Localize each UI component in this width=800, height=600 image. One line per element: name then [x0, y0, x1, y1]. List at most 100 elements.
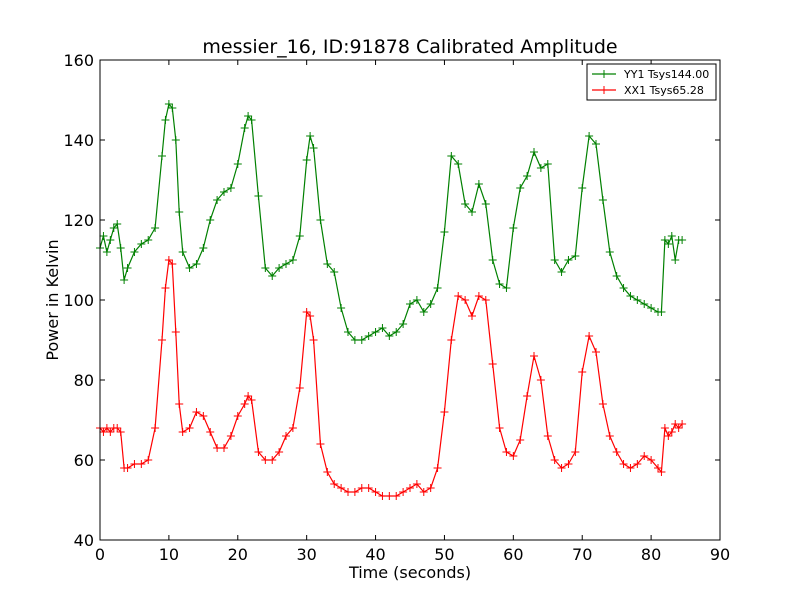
data-point: [640, 452, 649, 460]
data-point: [130, 460, 139, 468]
data-point: [261, 264, 270, 272]
data-point: [116, 244, 125, 252]
data-point: [316, 216, 325, 224]
data-point: [509, 224, 518, 232]
data-point: [619, 460, 628, 468]
data-point: [433, 464, 442, 472]
data-point: [106, 428, 115, 436]
data-point: [226, 184, 235, 192]
data-point: [598, 400, 607, 408]
data-point: [474, 292, 483, 300]
data-point: [244, 112, 253, 120]
data-point: [647, 456, 656, 464]
legend-label: XX1 Tsys65.28: [624, 84, 704, 97]
data-point: [392, 492, 401, 500]
data-point: [461, 296, 470, 304]
data-point: [220, 444, 228, 452]
data-point: [378, 324, 387, 332]
data-point: [164, 256, 173, 264]
data-point: [151, 224, 160, 232]
data-point: [282, 260, 290, 268]
data-point: [385, 332, 394, 340]
data-point: [261, 456, 270, 464]
data-point: [288, 424, 297, 432]
chart-title: messier_16, ID:91878 Calibrated Amplitud…: [202, 36, 617, 58]
y-tick-label: 40: [74, 531, 94, 550]
data-point: [199, 244, 208, 252]
data-point: [406, 484, 414, 492]
data-point: [426, 484, 435, 492]
data-point: [99, 232, 108, 240]
data-point: [557, 464, 566, 472]
data-point: [171, 328, 180, 336]
data-point: [168, 260, 177, 268]
y-axis-label: Power in Kelvin: [43, 239, 62, 360]
data-point: [168, 104, 177, 112]
x-tick-label: 0: [95, 545, 105, 564]
x-axis-label: Time (seconds): [348, 563, 471, 582]
data-point: [419, 488, 428, 496]
y-tick-label: 160: [63, 51, 94, 70]
data-point: [151, 424, 160, 432]
data-point: [647, 304, 656, 312]
data-point: [564, 460, 573, 468]
data-point: [350, 336, 359, 344]
series-1: [96, 100, 687, 344]
data-point: [468, 312, 476, 320]
data-point: [247, 116, 256, 124]
y-tick-label: 60: [74, 451, 94, 470]
data-point: [120, 276, 129, 284]
data-point: [337, 304, 346, 312]
data-point: [481, 200, 490, 208]
data-point: [640, 300, 649, 308]
data-point: [671, 420, 680, 428]
data-point: [598, 196, 607, 204]
data-point: [288, 256, 297, 264]
data-point: [523, 392, 532, 400]
data-point: [495, 424, 504, 432]
data-point: [488, 360, 497, 368]
data-point: [664, 240, 673, 248]
data-point: [344, 488, 352, 496]
data-point: [585, 332, 594, 340]
data-point: [161, 116, 170, 124]
data-point: [660, 236, 669, 244]
data-point: [175, 208, 184, 216]
data-point: [516, 184, 525, 192]
data-point: [106, 236, 115, 244]
data-point: [530, 352, 538, 360]
data-point: [523, 172, 532, 180]
data-point: [185, 264, 194, 272]
data-point: [550, 256, 559, 264]
data-point: [454, 292, 463, 300]
data-point: [495, 280, 504, 288]
data-point: [371, 488, 380, 496]
data-point: [550, 456, 559, 464]
data-point: [392, 328, 401, 336]
data-point: [185, 424, 194, 432]
data-point: [240, 124, 249, 132]
data-point: [137, 240, 146, 248]
legend-marker: [600, 70, 608, 78]
data-point: [254, 192, 263, 200]
legend-box: [586, 63, 717, 101]
data-point: [323, 260, 332, 268]
data-point: [123, 264, 132, 272]
data-point: [667, 232, 676, 240]
data-point: [316, 440, 325, 448]
data-point: [536, 164, 545, 172]
data-point: [364, 332, 373, 340]
data-point: [113, 220, 122, 228]
data-point: [502, 284, 511, 292]
data-point: [330, 268, 339, 276]
data-point: [399, 488, 408, 496]
data-point: [536, 376, 545, 384]
data-point: [371, 328, 380, 336]
x-tick-label: 80: [641, 545, 661, 564]
x-tick-label: 60: [503, 545, 523, 564]
data-point: [144, 456, 153, 464]
y-tick-label: 80: [74, 371, 94, 390]
data-point: [671, 256, 680, 264]
